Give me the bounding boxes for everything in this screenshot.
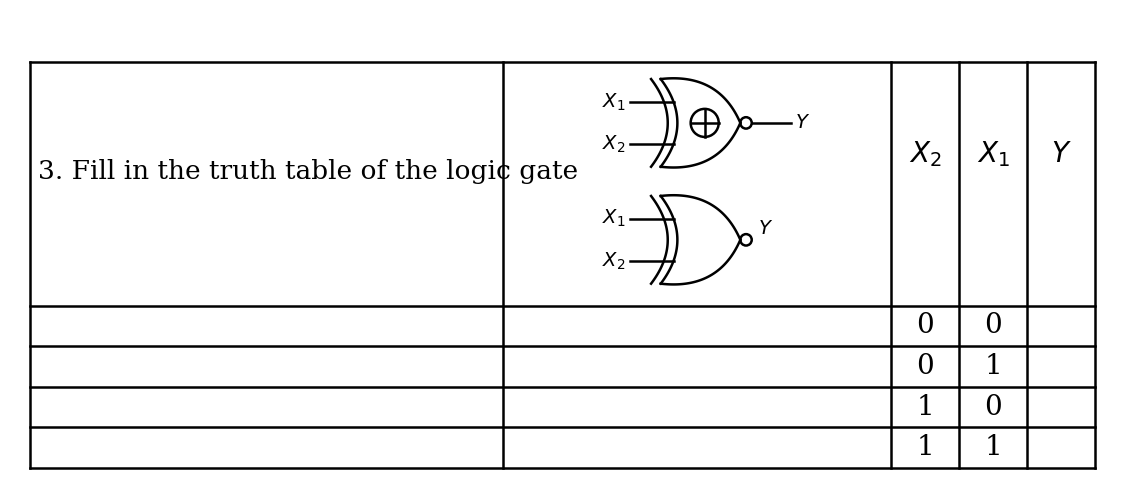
Text: 1: 1 — [984, 434, 1002, 461]
Text: $X_2$: $X_2$ — [602, 133, 626, 155]
Text: $Y$: $Y$ — [1051, 141, 1071, 168]
Text: 1: 1 — [916, 434, 934, 461]
Text: 0: 0 — [916, 353, 934, 380]
Text: $X_2$: $X_2$ — [602, 250, 626, 271]
Text: $Y$: $Y$ — [795, 114, 810, 132]
Text: 0: 0 — [984, 394, 1002, 421]
Text: 1: 1 — [984, 353, 1002, 380]
Text: $X_1$: $X_1$ — [602, 91, 626, 112]
Text: $X_1$: $X_1$ — [976, 140, 1009, 170]
Text: $X_1$: $X_1$ — [602, 208, 626, 230]
Text: 0: 0 — [984, 312, 1002, 339]
Text: $X_2$: $X_2$ — [909, 140, 942, 170]
Text: $Y$: $Y$ — [758, 220, 773, 238]
Text: 1: 1 — [916, 394, 934, 421]
Text: 0: 0 — [916, 312, 934, 339]
Text: 3. Fill in the truth table of the logic gate: 3. Fill in the truth table of the logic … — [38, 159, 578, 184]
